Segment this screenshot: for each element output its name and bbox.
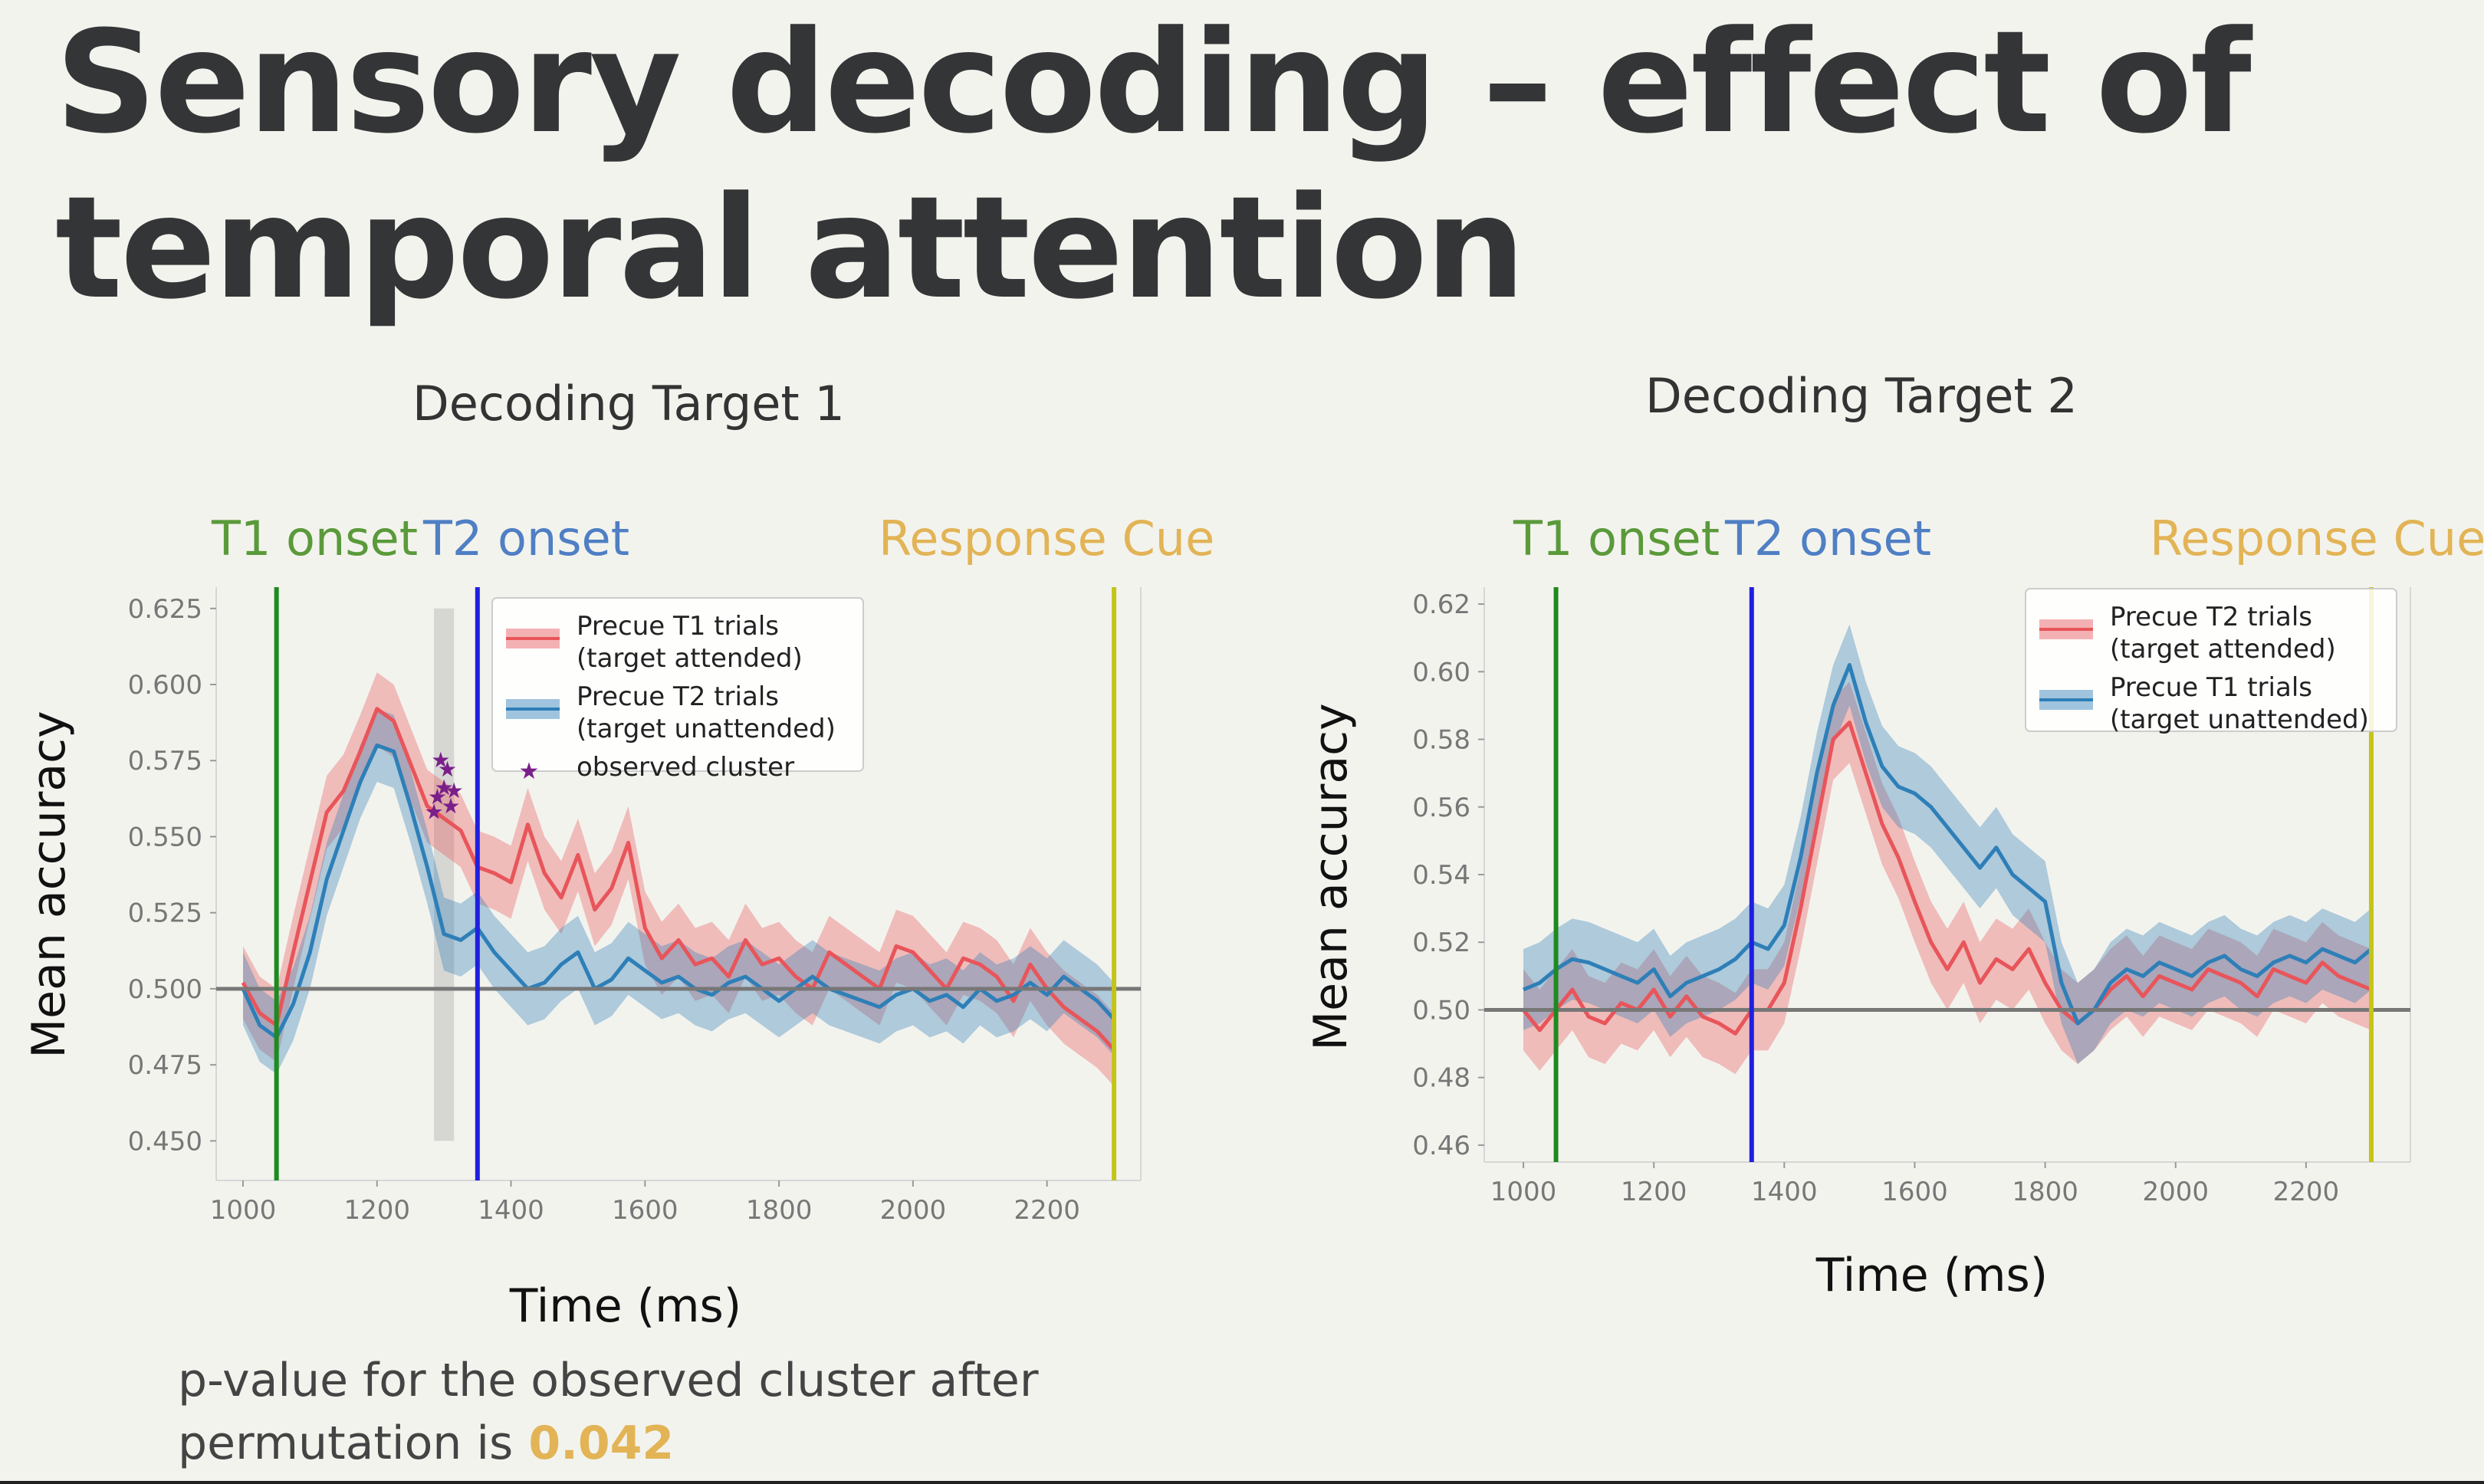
- chart-2-response-cue-label: Response Cue: [2150, 511, 2484, 566]
- chart-2-legend-label-2: Precue T1 trials (target unattended): [2110, 672, 2369, 735]
- chart-2-legend: [2025, 588, 2397, 732]
- chart-1-x-tick-label: 1400: [478, 1195, 544, 1226]
- chart-1-legend-marker-cluster: ★: [519, 758, 540, 785]
- chart-2-y-tick-label: 0.52: [1412, 927, 1470, 958]
- chart-1-cluster-point: ★: [428, 784, 447, 809]
- chart-1-x-tick-label: 1600: [612, 1195, 678, 1226]
- chart-2-y-tick-label: 0.62: [1412, 589, 1470, 620]
- slide-title-line-2: temporal attention: [55, 166, 1526, 330]
- chart-1-legend-label-3: observed cluster: [577, 752, 794, 783]
- chart-2-t1-onset-label: T1 onset: [1513, 511, 1720, 566]
- chart-2-x-tick-label: 1800: [2012, 1177, 2078, 1207]
- p-value-note-line-2: permutation is 0.042: [178, 1412, 1038, 1475]
- chart-2-legend-label-1: Precue T2 trials (target attended): [2110, 602, 2336, 665]
- chart-1-response-cue-label: Response Cue: [879, 511, 1215, 566]
- chart-2-y-tick-label: 0.48: [1412, 1063, 1470, 1094]
- slide-title-line-1: Sensory decoding – effect of: [55, 1, 2252, 165]
- chart-2: 0.46 0.48 0.50 0.52 0.54 0.56 0.58 0.60 0.62 1000…: [1304, 587, 2411, 1302]
- chart-1-y-tick-label: 0.475: [128, 1050, 202, 1081]
- chart-1-y-tick-label: 0.575: [128, 746, 202, 776]
- chart-2-x-tick-label: 1200: [1621, 1177, 1687, 1207]
- chart-2-x-tick-label: 1600: [1881, 1177, 1948, 1207]
- chart-2-y-axis-label: Mean accuracy: [1304, 703, 1358, 1050]
- chart-1-cluster-point: ★: [438, 757, 457, 782]
- chart-1-cluster-point: ★: [441, 793, 460, 819]
- chart-1-y-tick-label: 0.525: [128, 898, 202, 929]
- chart-2-series-2-line: [1523, 663, 2373, 1026]
- chart-2-series-1-band: [1523, 681, 2371, 1075]
- chart-1-t2-onset-label: T2 onset: [423, 511, 630, 566]
- slide-title: Sensory decoding – effect of temporal at…: [55, 0, 2432, 331]
- chart-1-y-tick-label: 0.600: [128, 670, 202, 701]
- chart-1-legend: [491, 597, 864, 772]
- p-value: 0.042: [528, 1417, 675, 1470]
- p-value-note-line-1: p-value for the observed cluster after: [178, 1354, 1039, 1407]
- chart-1-series-2-band: [243, 708, 1114, 1075]
- chart-1-x-axis-label: Time (ms): [509, 1279, 741, 1333]
- chart-2-title: Decoding Target 2: [1645, 368, 2078, 424]
- chart-1-t1-onset-label: T1 onset: [212, 511, 419, 566]
- chart-2-x-tick-label: 1000: [1490, 1177, 1557, 1207]
- p-value-note: p-value for the observed cluster after p…: [178, 1349, 1038, 1475]
- chart-1: 0.450 0.475 0.500 0.525 0.550 0.575 0.600 0.625…: [22, 587, 1142, 1333]
- chart-1-y-tick-label: 0.550: [128, 822, 202, 852]
- chart-1-cluster-window: [434, 608, 455, 1141]
- chart-2-x-tick-label: 2200: [2273, 1177, 2340, 1207]
- chart-1-title: Decoding Target 1: [412, 376, 845, 432]
- chart-2-x-tick-label: 2000: [2142, 1177, 2209, 1207]
- chart-1-series-2-line: [241, 743, 1116, 1039]
- chart-1-y-tick-label: 0.450: [128, 1126, 202, 1157]
- p-value-note-text: permutation is: [178, 1417, 514, 1470]
- chart-2-y-tick-label: 0.56: [1412, 793, 1470, 823]
- chart-2-y-tick-label: 0.58: [1412, 725, 1470, 756]
- chart-1-x-tick-label: 2200: [1014, 1195, 1080, 1226]
- chart-2-y-tick-label: 0.46: [1412, 1131, 1470, 1161]
- chart-1-x-tick-label: 1000: [210, 1195, 277, 1226]
- chart-1-x-tick-label: 1200: [343, 1195, 410, 1226]
- chart-2-y-tick-label: 0.50: [1412, 995, 1470, 1026]
- chart-2-series-2-band: [1523, 624, 2371, 1065]
- chart-1-y-tick-label: 0.500: [128, 974, 202, 1005]
- chart-1-cluster-point: ★: [445, 778, 464, 803]
- chart-1-legend-label-2: Precue T2 trials (target unattended): [577, 681, 836, 744]
- chart-1-cluster-point: ★: [435, 775, 454, 800]
- chart-1-x-tick-label: 1800: [746, 1195, 813, 1226]
- chart-2-t2-onset-label: T2 onset: [1725, 511, 1932, 566]
- chart-2-x-tick-label: 1400: [1751, 1177, 1818, 1207]
- chart-1-cluster-point: ★: [431, 747, 450, 773]
- chart-1-series-1-line: [241, 707, 1116, 1051]
- chart-1-cluster-point: ★: [424, 799, 443, 825]
- chart-2-y-tick-label: 0.54: [1412, 860, 1470, 891]
- bottom-rule: [0, 1481, 2484, 1484]
- chart-1-legend-label-1: Precue T1 trials (target attended): [577, 611, 803, 674]
- chart-2-series-1-line: [1522, 721, 2372, 1036]
- chart-1-x-tick-label: 2000: [880, 1195, 947, 1226]
- chart-1-y-axis-label: Mean accuracy: [22, 711, 76, 1058]
- chart-1-y-tick-label: 0.625: [128, 594, 202, 625]
- chart-2-y-tick-label: 0.60: [1412, 657, 1470, 688]
- chart-2-x-axis-label: Time (ms): [1815, 1249, 2048, 1302]
